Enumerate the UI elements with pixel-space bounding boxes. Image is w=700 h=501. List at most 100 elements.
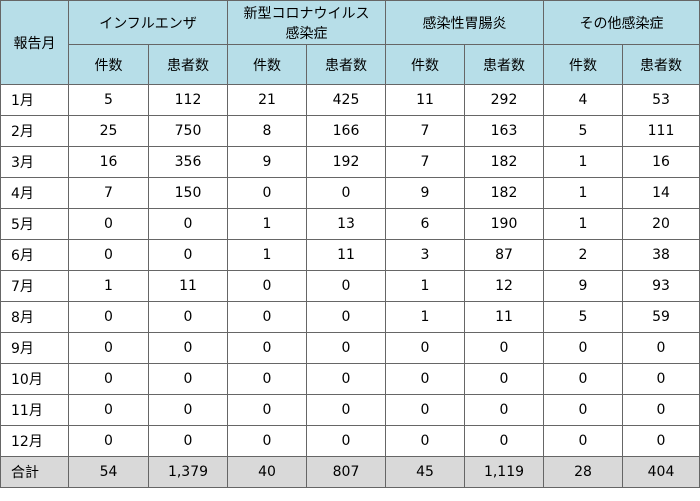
data-row: 12月 0 0 0 0 0 0 0 0 bbox=[0, 425, 700, 457]
cell: 0 bbox=[622, 425, 700, 457]
data-row: 3月 16 356 9 192 7 182 1 16 bbox=[0, 146, 700, 178]
cell: 2 bbox=[543, 239, 623, 271]
cell: 0 bbox=[148, 239, 228, 271]
data-row: 5月 0 0 1 13 6 190 1 20 bbox=[0, 208, 700, 240]
data-row: 9月 0 0 0 0 0 0 0 0 bbox=[0, 332, 700, 364]
cell: 163 bbox=[464, 115, 544, 147]
cell: 192 bbox=[306, 146, 386, 178]
cell: 190 bbox=[464, 208, 544, 240]
cell: 13 bbox=[306, 208, 386, 240]
cell: 8 bbox=[227, 115, 307, 147]
data-row: 10月 0 0 0 0 0 0 0 0 bbox=[0, 363, 700, 395]
cell: 0 bbox=[464, 332, 544, 364]
total-cell: 404 bbox=[622, 456, 700, 488]
sub-header: 件数 bbox=[385, 44, 465, 85]
total-cell: 1,119 bbox=[464, 456, 544, 488]
group-header-line: その他感染症 bbox=[579, 15, 664, 32]
cell: 5 bbox=[543, 301, 623, 333]
cell: 111 bbox=[622, 115, 700, 147]
cell: 112 bbox=[148, 84, 228, 116]
cell: 0 bbox=[68, 425, 149, 457]
cell: 1 bbox=[543, 208, 623, 240]
cell: 0 bbox=[543, 394, 623, 426]
cell: 11 bbox=[306, 239, 386, 271]
total-cell: 40 bbox=[227, 456, 307, 488]
month-cell: 5月 bbox=[0, 208, 69, 240]
total-row: 合計 54 1,379 40 807 45 1,119 28 404 bbox=[0, 456, 700, 488]
cell: 0 bbox=[68, 363, 149, 395]
cell: 0 bbox=[68, 239, 149, 271]
cell: 0 bbox=[148, 332, 228, 364]
cell: 0 bbox=[385, 394, 465, 426]
cell: 0 bbox=[148, 208, 228, 240]
cell: 11 bbox=[385, 84, 465, 116]
cell: 0 bbox=[385, 332, 465, 364]
cell: 292 bbox=[464, 84, 544, 116]
data-row: 4月 7 150 0 0 9 182 1 14 bbox=[0, 177, 700, 209]
cell: 9 bbox=[543, 270, 623, 302]
group-header-line: 新型コロナウイルス bbox=[243, 5, 370, 22]
sub-header: 患者数 bbox=[464, 44, 544, 85]
month-cell: 9月 bbox=[0, 332, 69, 364]
cell: 14 bbox=[622, 177, 700, 209]
cell: 182 bbox=[464, 146, 544, 178]
cell: 425 bbox=[306, 84, 386, 116]
month-cell: 3月 bbox=[0, 146, 69, 178]
cell: 0 bbox=[227, 301, 307, 333]
cell: 1 bbox=[385, 301, 465, 333]
data-row: 11月 0 0 0 0 0 0 0 0 bbox=[0, 394, 700, 426]
cell: 0 bbox=[68, 394, 149, 426]
data-row: 7月 1 11 0 0 1 12 9 93 bbox=[0, 270, 700, 302]
cell: 1 bbox=[68, 270, 149, 302]
cell: 0 bbox=[543, 363, 623, 395]
data-row: 8月 0 0 0 0 1 11 5 59 bbox=[0, 301, 700, 333]
total-cell: 45 bbox=[385, 456, 465, 488]
cell: 166 bbox=[306, 115, 386, 147]
cell: 0 bbox=[622, 363, 700, 395]
cell: 0 bbox=[464, 425, 544, 457]
cell: 16 bbox=[68, 146, 149, 178]
cell: 6 bbox=[385, 208, 465, 240]
cell: 0 bbox=[227, 332, 307, 364]
cell: 0 bbox=[464, 363, 544, 395]
sub-header: 件数 bbox=[68, 44, 149, 85]
cell: 53 bbox=[622, 84, 700, 116]
data-row: 6月 0 0 1 11 3 87 2 38 bbox=[0, 239, 700, 271]
cell: 21 bbox=[227, 84, 307, 116]
subheader-row: 件数 患者数 件数 患者数 件数 患者数 件数 患者数 bbox=[1, 44, 700, 85]
sub-header: 件数 bbox=[543, 44, 623, 85]
cell: 59 bbox=[622, 301, 700, 333]
month-cell: 4月 bbox=[0, 177, 69, 209]
cell: 0 bbox=[306, 425, 386, 457]
cell: 7 bbox=[68, 177, 149, 209]
cell: 4 bbox=[543, 84, 623, 116]
cell: 0 bbox=[622, 332, 700, 364]
cell: 0 bbox=[68, 208, 149, 240]
group-header-line: 感染症 bbox=[285, 25, 328, 42]
cell: 0 bbox=[227, 394, 307, 426]
cell: 5 bbox=[68, 84, 149, 116]
cell: 750 bbox=[148, 115, 228, 147]
sub-header: 患者数 bbox=[148, 44, 228, 85]
cell: 0 bbox=[227, 425, 307, 457]
group-header-line: インフルエンザ bbox=[99, 15, 197, 32]
cell: 1 bbox=[227, 239, 307, 271]
cell: 1 bbox=[543, 177, 623, 209]
cell: 11 bbox=[148, 270, 228, 302]
group-header: 感染性胃腸炎 bbox=[385, 0, 544, 45]
cell: 0 bbox=[148, 425, 228, 457]
cell: 150 bbox=[148, 177, 228, 209]
cell: 25 bbox=[68, 115, 149, 147]
month-cell: 8月 bbox=[0, 301, 69, 333]
cell: 1 bbox=[227, 208, 307, 240]
sub-header: 患者数 bbox=[622, 44, 700, 85]
header-row: 報告月 インフルエンザ 新型コロナウイルス 感染症 感染性胃腸炎 その他感染症 bbox=[0, 0, 700, 85]
cell: 0 bbox=[385, 363, 465, 395]
total-cell: 807 bbox=[306, 456, 386, 488]
cell: 5 bbox=[543, 115, 623, 147]
cell: 38 bbox=[622, 239, 700, 271]
cell: 7 bbox=[385, 115, 465, 147]
data-row: 1月 5 112 21 425 11 292 4 53 bbox=[0, 84, 700, 116]
cell: 0 bbox=[306, 332, 386, 364]
